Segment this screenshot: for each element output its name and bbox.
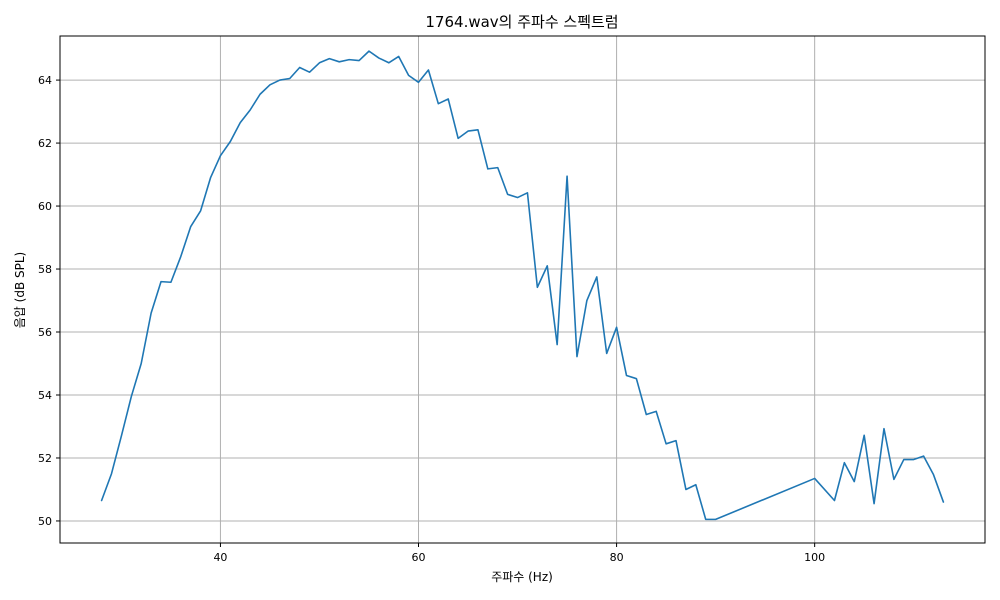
x-tick-label: 40 <box>213 551 227 564</box>
series-line <box>100 50 945 521</box>
y-tick-label: 60 <box>38 200 52 213</box>
chart-title: 1764.wav의 주파수 스펙트럼 <box>425 13 618 31</box>
x-tick-label: 60 <box>412 551 426 564</box>
y-tick-label: 50 <box>38 515 52 528</box>
x-axis-label: 주파수 (Hz) <box>491 570 553 584</box>
y-axis-ticks: 50 52 54 56 58 60 62 64 <box>38 74 60 528</box>
y-tick-label: 64 <box>38 74 52 87</box>
y-tick-label: 56 <box>38 326 52 339</box>
plot-area-frame <box>59 35 986 544</box>
grid-lines <box>60 36 985 543</box>
x-tick-label: 100 <box>804 551 825 564</box>
x-axis-ticks: 40 60 80 100 <box>213 543 825 564</box>
y-tick-label: 52 <box>38 452 52 465</box>
y-tick-label: 54 <box>38 389 52 402</box>
y-tick-label: 58 <box>38 263 52 276</box>
y-axis-label: 음압 (dB SPL) <box>13 252 27 328</box>
series-layer <box>100 50 945 521</box>
y-tick-label: 62 <box>38 137 52 150</box>
x-tick-label: 80 <box>610 551 624 564</box>
